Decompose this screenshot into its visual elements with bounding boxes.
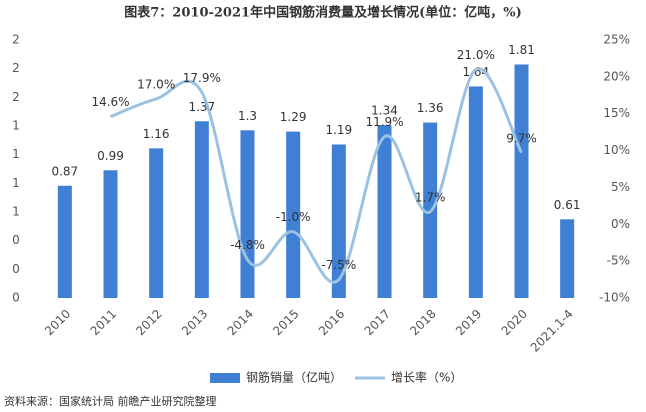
line-value-label: 1.7% bbox=[415, 190, 446, 204]
bar bbox=[468, 86, 483, 298]
bar bbox=[57, 185, 72, 298]
x-tick-label: 2013 bbox=[179, 307, 210, 338]
y-tick-label: 1 bbox=[12, 176, 20, 190]
y2-tick-label: -5% bbox=[607, 254, 630, 268]
y-tick-label: 0 bbox=[12, 233, 20, 247]
x-tick-label: 2011 bbox=[88, 307, 119, 338]
bar bbox=[149, 148, 164, 298]
x-tick-label: 2010 bbox=[42, 307, 73, 338]
x-tick-label: 2012 bbox=[133, 307, 164, 338]
line-value-label: 14.6% bbox=[91, 95, 129, 109]
line-value-label: 11.9% bbox=[365, 115, 403, 129]
x-tick-label: 2019 bbox=[453, 307, 484, 338]
source: 资料来源：国家统计局 前瞻产业研究院整理 bbox=[4, 394, 217, 408]
bar-value-label: 0.99 bbox=[97, 149, 124, 163]
line-value-label: 17.9% bbox=[183, 71, 221, 85]
line-value-label: 17.0% bbox=[137, 77, 175, 91]
bar-value-label: 1.34 bbox=[371, 104, 398, 118]
y-tick-label: 1 bbox=[12, 147, 20, 161]
bar-value-label: 0.61 bbox=[554, 198, 581, 212]
chart-title: 图表7：2010-2021年中国钢筋消费量及增长情况(单位：亿吨，%) bbox=[124, 5, 521, 21]
bar bbox=[377, 125, 392, 298]
bar bbox=[286, 131, 301, 298]
bar-value-label: 1.29 bbox=[280, 110, 307, 124]
legend-swatch bbox=[210, 373, 240, 383]
x-tick-label: 2015 bbox=[270, 307, 301, 338]
bar-value-label: 0.87 bbox=[51, 164, 78, 178]
bar-value-label: 1.81 bbox=[508, 43, 535, 57]
bar-value-label: 1.19 bbox=[325, 123, 352, 137]
line-value-label: 9.7% bbox=[506, 131, 537, 145]
bar bbox=[514, 64, 529, 298]
y2-tick-label: 10% bbox=[603, 143, 630, 157]
line-value-label: -1.0% bbox=[276, 210, 311, 224]
y-tick-label: 1 bbox=[12, 119, 20, 133]
bar bbox=[240, 130, 255, 298]
y-tick-label: 2 bbox=[12, 90, 20, 104]
x-tick-label: 2017 bbox=[362, 307, 393, 338]
line bbox=[109, 67, 523, 284]
y-tick-label: 1 bbox=[12, 204, 20, 218]
y2-tick-label: 0% bbox=[611, 217, 630, 231]
line-value-label: -7.5% bbox=[321, 258, 356, 272]
y2-tick-label: 20% bbox=[603, 69, 630, 83]
x-tick-label: 2018 bbox=[407, 307, 438, 338]
line-value-label: 21.0% bbox=[457, 48, 495, 62]
y2-tick-label: 25% bbox=[603, 33, 630, 47]
y2-tick-label: -10% bbox=[599, 291, 630, 305]
bar-value-label: 1.37 bbox=[188, 100, 215, 114]
x-tick-label: 2021.1-4 bbox=[528, 307, 576, 355]
legend-label: 钢筋销量（亿吨） bbox=[246, 370, 342, 385]
bar-value-label: 1.3 bbox=[238, 109, 257, 123]
x-tick-label: 2014 bbox=[225, 307, 256, 338]
y-tick-label: 2 bbox=[12, 33, 20, 47]
bar-value-label: 1.16 bbox=[143, 127, 170, 141]
bar bbox=[194, 121, 209, 299]
bar bbox=[560, 219, 575, 298]
y-tick-label: 0 bbox=[12, 291, 20, 305]
y-tick-label: 2 bbox=[12, 61, 20, 75]
x-tick-label: 2020 bbox=[499, 307, 530, 338]
bar-value-label: 1.36 bbox=[417, 101, 444, 115]
y-tick-label: 0 bbox=[12, 262, 20, 276]
bar bbox=[103, 170, 118, 298]
line-value-label: -4.8% bbox=[230, 238, 265, 252]
y2-tick-label: 15% bbox=[603, 106, 630, 120]
x-tick-label: 2016 bbox=[316, 307, 347, 338]
bar bbox=[331, 144, 346, 298]
y2-tick-label: 5% bbox=[611, 180, 630, 194]
legend-label: 增长率（%） bbox=[391, 370, 462, 385]
